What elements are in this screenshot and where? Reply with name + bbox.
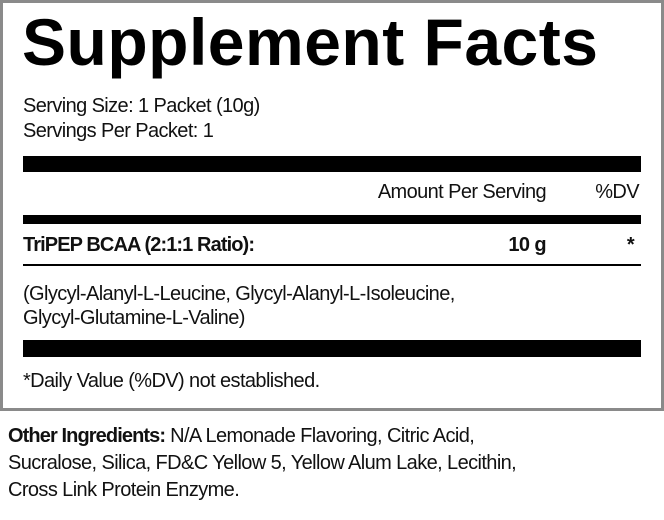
servings-per-packet: Servings Per Packet: 1 [23, 120, 214, 142]
other-ingredients-line: Other Ingredients: N/A Lemonade Flavorin… [8, 425, 475, 448]
dv-header: %DV [595, 181, 639, 203]
medium-divider [23, 215, 641, 224]
footnote: *Daily Value (%DV) not established. [23, 370, 320, 392]
other-ingredients-text: N/A Lemonade Flavoring, Citric Acid, [165, 425, 475, 447]
amount-per-serving-header: Amount Per Serving [377, 181, 547, 203]
thin-divider [23, 264, 641, 266]
ingredient-description-line: Glycyl-Glutamine-L-Valine) [23, 307, 245, 329]
panel-title: Supplement Facts [22, 5, 599, 79]
other-ingredients-heading: Other Ingredients: [8, 425, 166, 447]
other-ingredients-line: Cross Link Protein Enzyme. [8, 479, 240, 501]
other-ingredients-line: Sucralose, Silica, FD&C Yellow 5, Yellow… [8, 452, 517, 474]
serving-size: Serving Size: 1 Packet (10g) [23, 95, 260, 117]
thick-divider [23, 340, 641, 357]
supplement-facts-panel [0, 0, 664, 411]
ingredient-amount: 10 g [508, 234, 546, 256]
ingredient-name: TriPEP BCAA (2:1:1 Ratio): [23, 234, 255, 256]
thick-divider [23, 156, 641, 172]
ingredient-dv: * [626, 234, 635, 256]
ingredient-description-line: (Glycyl-Alanyl-L-Leucine, Glycyl-Alanyl-… [23, 283, 455, 305]
